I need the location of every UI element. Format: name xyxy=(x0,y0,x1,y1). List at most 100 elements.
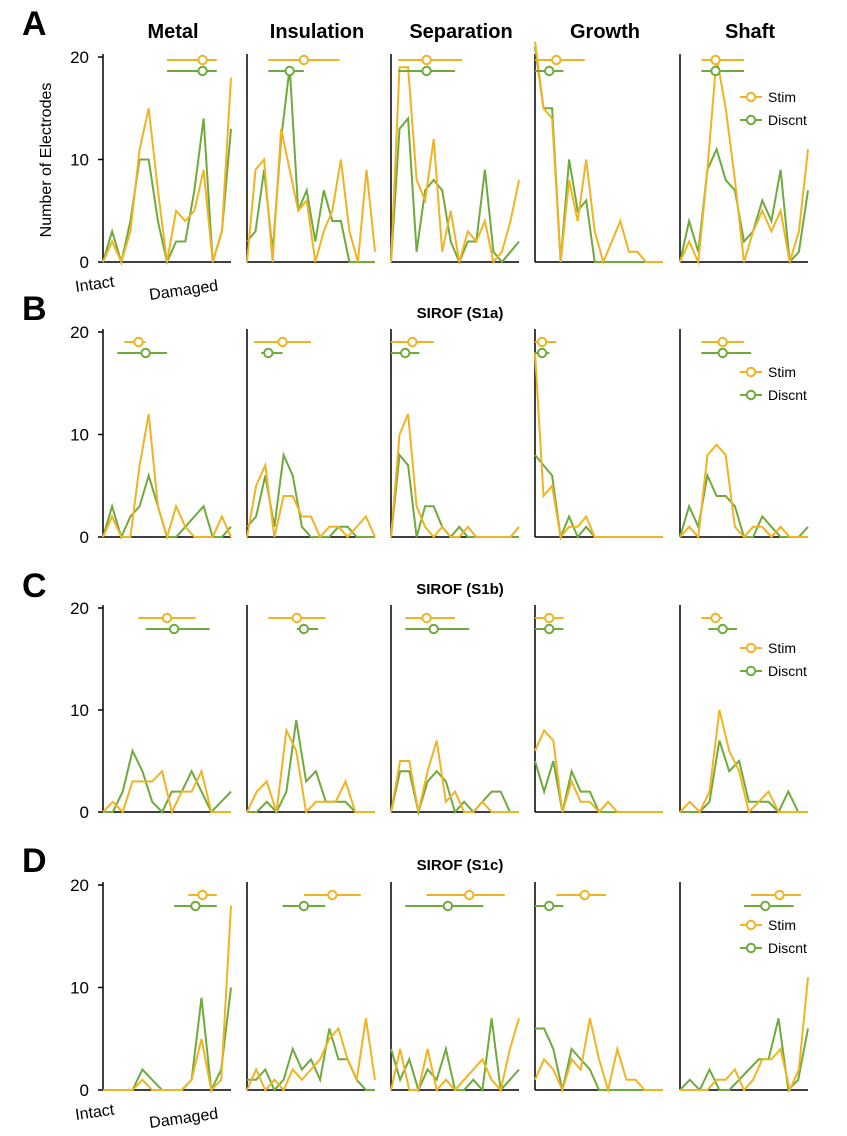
subplot-growth xyxy=(534,41,663,266)
legend-marker xyxy=(745,665,757,677)
discnt-ci-median xyxy=(190,900,201,912)
discnt-ci-median xyxy=(298,900,310,912)
discnt-ci-median xyxy=(544,623,555,635)
panel-b: B SIROF (S1a) 0 10 20 Stim Discnt xyxy=(22,290,809,547)
legend-label: Stim xyxy=(768,89,796,105)
stim-ci-median xyxy=(421,54,432,66)
subplot-metal xyxy=(98,329,232,541)
discnt-ci-median xyxy=(717,347,728,359)
panel-letter: D xyxy=(22,842,47,880)
subplot-insulation xyxy=(246,605,375,815)
discnt-ci-median xyxy=(168,623,180,635)
panel-letter: A xyxy=(22,5,47,43)
legend-discnt: Discnt xyxy=(740,940,807,956)
discnt-ci-median xyxy=(400,347,411,359)
y-tick-label: 10 xyxy=(70,701,89,720)
legend-stim: Stim xyxy=(740,89,796,105)
stim-ci-median xyxy=(298,54,310,66)
stim-ci-median xyxy=(710,612,721,624)
panel-a: A 0 10 20 Stim Discnt Intact Damaged Number of E… xyxy=(22,5,809,304)
stim-series-line xyxy=(679,709,808,815)
panel-letter: B xyxy=(22,290,47,328)
column-title-separation: Separation xyxy=(409,21,512,43)
panel-letter: C xyxy=(22,567,47,605)
panel-c: C SIROF (S1b) 0 10 20 Stim Discnt xyxy=(22,567,808,822)
stim-series-line xyxy=(534,41,663,266)
y-tick-label: 20 xyxy=(70,323,89,342)
stim-ci-median xyxy=(133,336,144,348)
stim-series-line xyxy=(534,728,663,814)
y-tick-label: 0 xyxy=(80,1081,89,1100)
discnt-series-line xyxy=(535,1027,663,1091)
discnt-series-line xyxy=(103,747,232,814)
subplot-shaft xyxy=(679,882,809,1094)
legend-marker xyxy=(745,114,757,126)
panel-title: SIROF (S1b) xyxy=(416,581,504,598)
legend-label: Discnt xyxy=(768,112,807,128)
x-label-damaged: Damaged xyxy=(148,277,219,303)
discnt-ci-median xyxy=(197,65,208,77)
column-title-growth: Growth xyxy=(570,21,640,43)
discnt-ci-median xyxy=(717,623,728,635)
legend-label: Discnt xyxy=(768,940,807,956)
subplot-growth xyxy=(534,329,663,541)
legend-stim: Stim xyxy=(740,640,796,656)
y-tick-label: 20 xyxy=(70,599,89,618)
subplot-shaft xyxy=(679,329,809,540)
subplot-metal xyxy=(98,54,232,266)
stim-ci-median xyxy=(579,889,590,901)
y-tick-label: 20 xyxy=(70,876,89,895)
column-titles: Metal Insulation Separation Growth Shaft xyxy=(147,21,775,43)
discnt-series-line xyxy=(103,987,232,1094)
stim-series-line xyxy=(102,413,232,541)
stim-series-line xyxy=(679,443,808,540)
subplot-insulation xyxy=(246,882,376,1092)
stim-ci-median xyxy=(536,336,548,348)
legend-discnt: Discnt xyxy=(740,112,807,128)
legend-stim: Stim xyxy=(740,917,796,933)
legend-label: Stim xyxy=(768,364,796,380)
stim-ci-median xyxy=(717,336,728,348)
legend-label: Discnt xyxy=(768,387,807,403)
discnt-series-line xyxy=(390,452,519,539)
stim-series-line xyxy=(390,740,519,813)
x-label-intact: Intact xyxy=(74,1102,116,1124)
stim-series-line xyxy=(103,905,232,1093)
discnt-ci-median xyxy=(263,347,274,359)
stim-series-line xyxy=(102,77,232,265)
legend-marker xyxy=(745,91,757,103)
stim-series-line xyxy=(534,1018,663,1094)
stim-ci-median xyxy=(544,612,555,624)
legend-marker xyxy=(745,919,757,931)
x-label-intact: Intact xyxy=(74,274,116,296)
legend-label: Discnt xyxy=(768,663,807,679)
subplot-growth xyxy=(534,605,663,814)
legend-marker xyxy=(745,942,757,954)
discnt-ci-median xyxy=(421,65,432,77)
stim-series-line xyxy=(246,726,375,815)
subplot-insulation xyxy=(246,329,376,539)
stim-series-line xyxy=(246,128,376,263)
discnt-ci-median xyxy=(544,900,555,912)
discnt-ci-median xyxy=(710,65,721,77)
stim-ci-median xyxy=(161,612,173,624)
discnt-series-line xyxy=(390,1018,520,1093)
x-label-damaged: Damaged xyxy=(148,1105,219,1131)
stim-ci-median xyxy=(291,612,302,624)
discnt-ci-median xyxy=(760,900,771,912)
subplot-separation xyxy=(390,329,520,539)
discnt-ci-median xyxy=(442,900,454,912)
stim-series-line xyxy=(102,768,231,815)
stim-series-line xyxy=(680,977,809,1094)
column-title-insulation: Insulation xyxy=(270,21,364,43)
stim-ci-median xyxy=(197,54,208,66)
legend-marker xyxy=(745,642,757,654)
discnt-series-line xyxy=(102,471,232,540)
stim-series-line xyxy=(246,461,376,539)
stim-series-line xyxy=(390,1018,520,1093)
y-tick-label: 10 xyxy=(70,979,89,998)
legend-label: Stim xyxy=(768,917,796,933)
discnt-ci-median xyxy=(284,65,295,77)
legend-label: Stim xyxy=(768,640,796,656)
